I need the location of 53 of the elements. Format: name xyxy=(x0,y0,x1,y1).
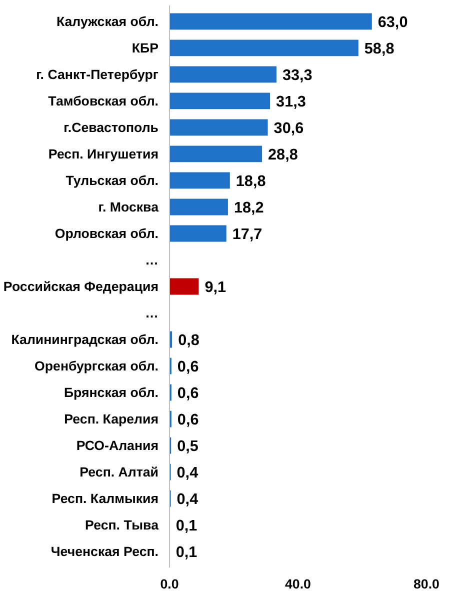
y-tick-label: г. Москва xyxy=(98,199,160,214)
data-label: 28,8 xyxy=(268,146,298,164)
y-tick-label: Респ. Алтай xyxy=(80,464,158,480)
data-label: 0,6 xyxy=(177,385,199,402)
bar xyxy=(170,40,358,56)
y-tick-label: г.Севастополь xyxy=(64,120,159,135)
y-tick-label: Калужская обл. xyxy=(56,14,159,29)
data-label: 33,3 xyxy=(282,66,312,84)
data-label: 17,7 xyxy=(232,226,262,243)
bar xyxy=(170,13,372,30)
data-label: 0,6 xyxy=(177,358,199,376)
x-tick-label: 40.0 xyxy=(285,576,311,591)
data-label: 18,2 xyxy=(234,199,264,216)
x-tick-label: 80.0 xyxy=(414,576,440,591)
y-tick-label: РСО-Алания xyxy=(76,438,159,454)
y-tick-label: Орловская обл. xyxy=(54,226,159,241)
y-tick-label: Чеченская Респ. xyxy=(50,544,159,560)
y-tick-label: Респ. Калмыкия xyxy=(52,491,159,506)
data-label: 0,8 xyxy=(178,332,200,350)
y-tick-label: КБР xyxy=(132,40,159,56)
data-label: 30,6 xyxy=(274,120,304,137)
y-tick-label: Калининградская обл. xyxy=(11,332,159,348)
bar xyxy=(170,198,228,216)
data-label: 0,4 xyxy=(176,464,199,482)
y-tick-label: Тамбовская обл. xyxy=(48,93,158,108)
bar xyxy=(170,225,226,242)
data-label: 0,5 xyxy=(177,438,199,456)
y-tick-label: Российская Федерация xyxy=(3,279,159,294)
y-tick-label: Респ. Ингушетия xyxy=(48,146,159,162)
bar xyxy=(170,92,270,110)
data-label: 58,8 xyxy=(364,40,395,58)
bar xyxy=(170,146,262,162)
y-tick-label: … xyxy=(145,306,158,321)
data-label: 9,1 xyxy=(204,279,227,296)
data-label: 0,6 xyxy=(177,412,199,429)
data-label: 31,3 xyxy=(276,93,306,110)
bar xyxy=(170,66,276,83)
y-tick-label: Брянская обл. xyxy=(64,385,159,400)
x-tick-label: 0.0 xyxy=(160,576,179,591)
y-tick-label: … xyxy=(145,252,158,268)
data-label: 0,1 xyxy=(176,518,198,535)
y-tick-label: Тульская обл. xyxy=(66,172,158,188)
y-tick-label: Оренбургская обл. xyxy=(34,358,158,374)
bar xyxy=(170,119,268,136)
y-tick-label: Респ. Тыва xyxy=(85,518,160,533)
data-label: 0,4 xyxy=(176,491,199,508)
data-label: 0,1 xyxy=(176,544,198,562)
data-label: 63,0 xyxy=(378,14,408,31)
y-tick-label: Респ. Карелия xyxy=(64,412,159,427)
bar xyxy=(170,172,230,189)
data-label: 18,8 xyxy=(236,172,266,190)
y-tick-label: г. Санкт-Петербург xyxy=(36,66,159,82)
bar xyxy=(170,278,199,295)
